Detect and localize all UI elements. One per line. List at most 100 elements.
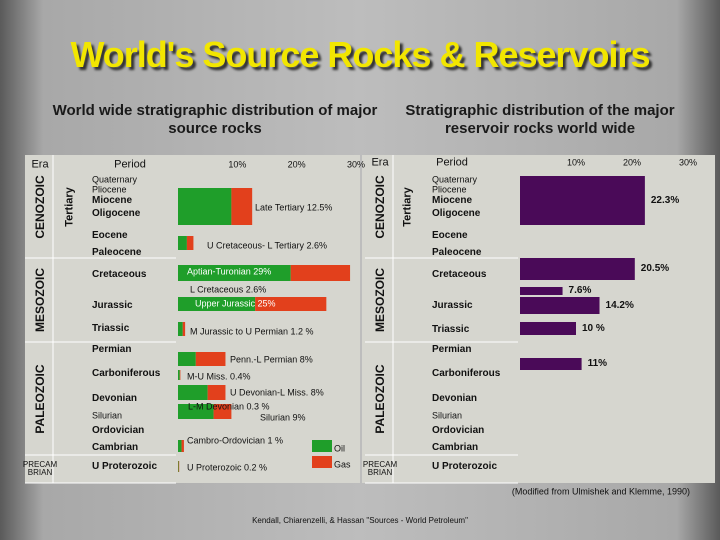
period-label: Carboniferous (432, 368, 501, 379)
era-label: MESOZOIC (33, 267, 47, 333)
value-label: 20.5% (640, 263, 670, 274)
bar (178, 404, 214, 419)
x-tick-label: 20% (287, 159, 306, 170)
value-label: 10 % (582, 322, 605, 334)
era-header: Era (371, 156, 389, 169)
period-label: Cretaceous (92, 269, 147, 280)
period-label: Silurian (432, 410, 463, 421)
bar (231, 188, 253, 225)
bar (195, 352, 226, 366)
bar (178, 265, 291, 281)
value-label: 22.3% (650, 194, 680, 206)
period-header: Period (436, 156, 468, 169)
annotation: L Cretaceous 2.6% (190, 284, 267, 295)
period-label: Quaternary (432, 174, 478, 185)
legend-swatch (312, 456, 332, 468)
x-tick-label: 10% (566, 157, 586, 168)
period-label: U Proterozoic (432, 461, 498, 472)
bar (520, 287, 563, 295)
bar (178, 461, 179, 472)
period-label: Ordovician (432, 425, 485, 436)
period-label: Oligocene (432, 208, 481, 219)
chart-subtitle: World wide stratigraphic distribution of… (52, 102, 378, 137)
bar (178, 188, 232, 225)
annotation: M Jurassic to U Permian 1.2 % (190, 326, 314, 337)
period-label: Miocene (92, 195, 133, 206)
period-label: Quaternary (92, 174, 138, 185)
period-label: Oligocene (92, 208, 141, 219)
era-label: CENOZOIC (373, 174, 387, 239)
bar (178, 297, 256, 311)
period-label: Pliocene (92, 184, 127, 195)
period-label: Miocene (432, 195, 473, 206)
period-label: Cretaceous (432, 269, 487, 280)
period-label: Devonian (92, 393, 138, 404)
x-tick-label: 20% (622, 157, 642, 168)
period-label: Triassic (432, 324, 470, 335)
source-note: (Modified from Ulmishek and Klemme, 1990… (511, 486, 690, 497)
bar (178, 440, 182, 452)
era-label: PALEOZOIC (33, 363, 47, 434)
annotation: Upper Jurassic 25% (195, 298, 276, 309)
annotation: U Devonian-L Miss. 8% (230, 387, 324, 398)
bar (178, 352, 196, 366)
era-label: PALEOZOIC (373, 363, 387, 434)
period-label: Triassic (92, 323, 130, 334)
period-label: U Proterozoic (92, 461, 158, 472)
period-label: Permian (92, 344, 132, 355)
chart-subtitle: Stratigraphic distribution of the major … (405, 102, 675, 137)
value-label: 11% (587, 358, 608, 369)
credit: Kendall, Chiarenzelli, & Hassan "Sources… (252, 516, 468, 525)
period-label: Jurassic (92, 300, 133, 311)
era-label: PRECAM BRIAN (22, 460, 58, 477)
bar (178, 370, 180, 380)
era-label: CENOZOIC (33, 174, 47, 239)
annotation: Aptian-Turonian 29% (187, 266, 272, 277)
annotation: Cambro-Ordovician 1 % (187, 435, 284, 446)
bar (213, 404, 232, 419)
annotation: Penn.-L Permian 8% (230, 354, 313, 365)
subera-label: Tertiary (401, 187, 414, 227)
period-label: Silurian (92, 410, 123, 421)
bar (520, 258, 635, 280)
annotation: M-U Miss. 0.4% (187, 371, 251, 382)
bar (520, 297, 600, 314)
period-label: Eocene (92, 230, 128, 241)
period-label: Pliocene (432, 184, 467, 195)
x-tick-label: 30% (678, 157, 698, 168)
bar (290, 265, 351, 281)
bar (181, 440, 184, 452)
legend-label: Oil (334, 443, 345, 454)
annotation: U Cretaceous- L Tertiary 2.6% (207, 240, 328, 251)
annotation: Late Tertiary 12.5% (255, 202, 333, 213)
bar (520, 358, 582, 370)
period-label: Ordovician (92, 425, 145, 436)
period-label: Cambrian (92, 442, 139, 453)
x-tick-label: 10% (228, 159, 247, 170)
era-header: Era (31, 158, 49, 171)
bar (178, 322, 183, 336)
bar (182, 322, 186, 336)
legend-label: Gas (334, 459, 351, 470)
slide-title: World's Source Rocks & Reservoirs (70, 34, 650, 75)
bar (207, 385, 226, 400)
period-label: Permian (432, 344, 472, 355)
period-label: Carboniferous (92, 368, 161, 379)
bar (520, 176, 645, 225)
period-label: Eocene (432, 230, 468, 241)
period-label: Devonian (432, 393, 478, 404)
era-label: PRECAM BRIAN (362, 460, 398, 477)
period-label: Jurassic (432, 300, 473, 311)
bar (178, 385, 208, 400)
annotation: L-M Devonian 0.3 % (188, 401, 270, 412)
bar (178, 236, 187, 250)
annotation: Silurian 9% (260, 412, 306, 423)
bar (179, 370, 181, 380)
value-label: 7.6% (568, 285, 592, 296)
period-header: Period (114, 158, 146, 171)
bar (178, 461, 180, 472)
period-label: Cambrian (432, 442, 479, 453)
subera-label: Tertiary (63, 187, 76, 227)
period-label: Paleocene (432, 247, 482, 258)
